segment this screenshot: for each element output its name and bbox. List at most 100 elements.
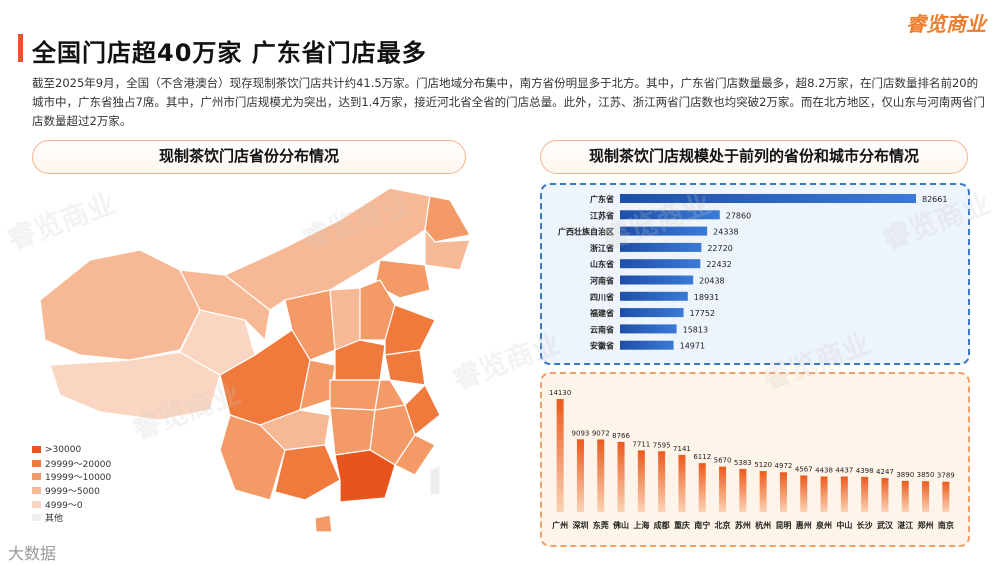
- bar-value-label: 8766: [612, 432, 630, 440]
- bar-value-label: 9072: [592, 429, 610, 437]
- map-region-henan: [334, 339, 386, 381]
- province-chart-frame: [540, 183, 970, 365]
- map-region-qinghai: [179, 309, 256, 376]
- province-bar: [620, 226, 708, 236]
- bar-category-label: 江苏省: [590, 210, 614, 220]
- map-region-hainan: [314, 514, 333, 533]
- city-bar: [556, 399, 564, 512]
- legend-swatch: [32, 446, 41, 454]
- bar-value-label: 15813: [683, 325, 708, 334]
- bar-value-label: 4567: [795, 465, 813, 473]
- bar-value-label: 4247: [876, 468, 894, 476]
- map-region-xinjiang: [39, 249, 201, 361]
- bar-category-label: 惠州: [796, 520, 812, 530]
- legend-label: 29999～20000: [45, 459, 112, 470]
- bar-value-label: 17752: [690, 309, 715, 318]
- map-region-guangxi: [274, 444, 341, 501]
- legend-label: 19999～10000: [45, 473, 112, 484]
- bar-category-label: 杭州: [755, 520, 771, 530]
- legend-item: 9999～5000: [32, 484, 111, 498]
- legend-item: 29999～20000: [32, 457, 111, 471]
- map-region-taiwan: [429, 464, 441, 496]
- bar-category-label: 泉州: [815, 520, 832, 530]
- bar-category-label: 东莞: [593, 520, 609, 530]
- province-bar: [620, 275, 694, 285]
- map-heading: 现制茶饮门店省份分布情况: [32, 140, 466, 174]
- city-bar: [759, 471, 767, 512]
- city-bar: [820, 476, 828, 512]
- intro-paragraph: 截至2025年9月，全国（不含港澳台）现存现制茶饮门店共计约41.5万家。门店地…: [32, 76, 985, 128]
- legend-swatch: [32, 473, 41, 481]
- province-bar: [620, 308, 684, 318]
- page-title: 全国门店超40万家 广东省门店最多: [32, 39, 427, 67]
- map-region-jilin: [424, 228, 471, 271]
- city-bar: [719, 466, 727, 512]
- brand-logo: 睿览商业: [906, 12, 986, 36]
- bar-value-label: 24338: [713, 228, 738, 237]
- bar-category-label: 安徽省: [590, 341, 614, 351]
- bar-value-label: 14130: [549, 389, 571, 397]
- city-bar: [698, 463, 706, 512]
- bar-category-label: 长沙: [857, 520, 873, 530]
- bar-value-label: 5670: [714, 457, 732, 465]
- bar-value-label: 27860: [726, 211, 751, 220]
- map-region-shaanxi: [284, 289, 336, 361]
- city-bar: [881, 478, 889, 512]
- city-bar: [942, 481, 950, 512]
- city-bar: [739, 468, 747, 512]
- bar-category-label: 湛江: [897, 520, 913, 530]
- bar-value-label: 4438: [815, 467, 833, 475]
- legend-swatch: [32, 459, 41, 467]
- bar-value-label: 22432: [706, 260, 731, 269]
- map-region-liaoning: [374, 259, 431, 299]
- city-bar: [861, 476, 869, 512]
- legend-swatch: [32, 500, 41, 508]
- bar-value-label: 3850: [917, 471, 935, 479]
- province-bar: [620, 291, 688, 301]
- bar-value-label: 9093: [572, 429, 590, 437]
- province-bar: [620, 324, 677, 334]
- map-region-tibet: [49, 351, 221, 421]
- province-bar: [620, 259, 701, 269]
- bar-category-label: 昆明: [775, 520, 791, 530]
- bar-category-label: 四川省: [590, 292, 614, 302]
- bar-value-label: 4972: [775, 462, 793, 470]
- bar-category-label: 重庆: [674, 520, 690, 530]
- province-bar: [620, 242, 702, 252]
- map-legend: >30000 29999～20000 19999～10000 9999～5000 499…: [32, 443, 111, 525]
- legend-swatch: [32, 487, 41, 495]
- bar-category-label: 云南省: [590, 324, 614, 334]
- province-bar: [620, 194, 916, 203]
- map-region-jiangsu: [384, 349, 426, 386]
- city-bar: [658, 451, 666, 512]
- map-region-guangdong: [334, 449, 396, 503]
- province-bar-chart: 广东省 82661 江苏省 27860 广西壮族自治区 24338 浙江省 22720 山东省 2…: [558, 194, 947, 351]
- map-region-guizhou: [258, 409, 331, 451]
- city-bar: [678, 454, 686, 512]
- city-bar: [576, 439, 584, 512]
- bar-category-label: 北京: [715, 520, 731, 530]
- city-bar: [800, 475, 808, 512]
- bar-value-label: 20438: [699, 277, 724, 286]
- province-bar: [620, 210, 720, 220]
- bar-value-label: 3789: [937, 472, 955, 480]
- bar-category-label: 武汉: [877, 520, 894, 530]
- map-region-shandong: [384, 304, 436, 356]
- province-bar: [620, 340, 674, 350]
- bar-value-label: 14971: [680, 342, 705, 351]
- bar-value-label: 18931: [694, 293, 719, 302]
- bar-category-label: 广州: [552, 520, 568, 530]
- legend-item: 19999～10000: [32, 470, 111, 484]
- bar-value-label: 5383: [734, 459, 752, 467]
- bar-value-label: 6112: [693, 453, 711, 461]
- bar-category-label: 郑州: [918, 520, 934, 530]
- city-bar: [922, 481, 930, 512]
- bar-heading: 现制茶饮门店规模处于前列的省份和城市分布情况: [540, 140, 968, 174]
- bar-category-label: 南京: [938, 520, 954, 530]
- bar-value-label: 7595: [653, 441, 671, 449]
- bar-category-label: 苏州: [735, 520, 751, 530]
- title-accent-bar: [18, 34, 23, 62]
- map-region-shanxi: [329, 287, 361, 351]
- bar-value-label: 22720: [707, 244, 732, 253]
- bar-value-label: 7141: [673, 445, 691, 453]
